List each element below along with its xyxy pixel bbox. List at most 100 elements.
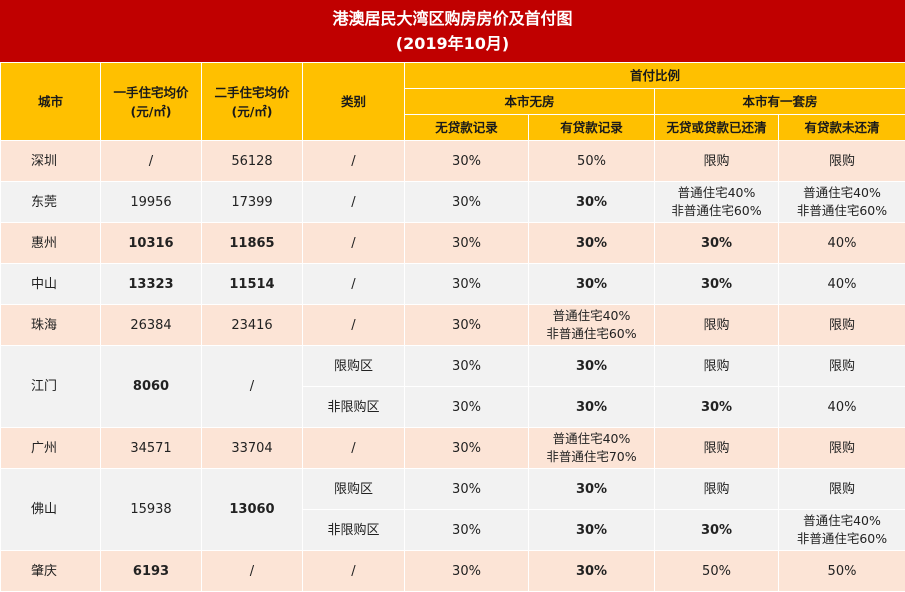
loan-unpaid-cell: 限购 xyxy=(779,428,905,469)
header-new-price: 一手住宅均价 (元/㎡) xyxy=(101,63,202,141)
table-row: 中山 13323 11514 / 30% 30% 30% 40% xyxy=(1,264,905,305)
loan-paid-cell: 普通住宅40% 非普通住宅60% xyxy=(655,182,779,223)
has-loan-cell: 50% xyxy=(529,141,655,182)
city-cell: 广州 xyxy=(1,428,101,469)
header-loan-unpaid: 有贷款未还清 xyxy=(779,115,905,141)
loan-paid-cell: 限购 xyxy=(655,428,779,469)
new-price-cell: 10316 xyxy=(101,223,202,264)
has-loan-cell: 普通住宅40% 非普通住宅60% xyxy=(529,305,655,346)
header-down-payment: 首付比例 xyxy=(405,63,905,89)
loan-paid-cell: 限购 xyxy=(655,469,779,510)
loan-paid-text: 普通住宅40% 非普通住宅60% xyxy=(671,185,761,218)
second-price-cell: / xyxy=(202,551,303,592)
loan-paid-cell: 30% xyxy=(655,223,779,264)
category-cell: 限购区 xyxy=(303,346,405,387)
category-cell: 非限购区 xyxy=(303,387,405,428)
city-cell: 东莞 xyxy=(1,182,101,223)
second-price-cell: 11865 xyxy=(202,223,303,264)
city-cell: 中山 xyxy=(1,264,101,305)
table-row: 佛山 15938 13060 限购区 30% 30% 限购 限购 xyxy=(1,469,905,510)
no-loan-cell: 30% xyxy=(405,551,529,592)
has-loan-cell: 30% xyxy=(529,182,655,223)
no-loan-cell: 30% xyxy=(405,223,529,264)
down-payment-table: 城市 一手住宅均价 (元/㎡) 二手住宅均价 (元/㎡) 类别 首付比例 本市无… xyxy=(0,62,905,592)
category-cell: / xyxy=(303,428,405,469)
no-loan-cell: 30% xyxy=(405,141,529,182)
new-price-cell: 8060 xyxy=(101,346,202,428)
has-loan-cell: 30% xyxy=(529,510,655,551)
has-loan-cell: 30% xyxy=(529,469,655,510)
loan-paid-cell: 限购 xyxy=(655,346,779,387)
loan-paid-cell: 30% xyxy=(655,387,779,428)
new-price-cell: 13323 xyxy=(101,264,202,305)
category-cell: / xyxy=(303,141,405,182)
table-row: 惠州 10316 11865 / 30% 30% 30% 40% xyxy=(1,223,905,264)
table-row: 东莞 19956 17399 / 30% 30% 普通住宅40% 非普通住宅60… xyxy=(1,182,905,223)
no-loan-cell: 30% xyxy=(405,469,529,510)
new-price-cell: 34571 xyxy=(101,428,202,469)
loan-unpaid-cell: 40% xyxy=(779,387,905,428)
header-no-loan: 无贷款记录 xyxy=(405,115,529,141)
table-row: 珠海 26384 23416 / 30% 普通住宅40% 非普通住宅60% 限购… xyxy=(1,305,905,346)
city-cell: 深圳 xyxy=(1,141,101,182)
loan-paid-cell: 30% xyxy=(655,264,779,305)
has-loan-cell: 30% xyxy=(529,387,655,428)
no-loan-cell: 30% xyxy=(405,182,529,223)
header-category: 类别 xyxy=(303,63,405,141)
header-second-price-label: 二手住宅均价 (元/㎡) xyxy=(214,85,289,119)
second-price-cell: 17399 xyxy=(202,182,303,223)
has-loan-cell: 30% xyxy=(529,264,655,305)
loan-paid-cell: 50% xyxy=(655,551,779,592)
no-loan-cell: 30% xyxy=(405,305,529,346)
city-cell: 肇庆 xyxy=(1,551,101,592)
loan-unpaid-cell: 限购 xyxy=(779,469,905,510)
new-price-cell: 26384 xyxy=(101,305,202,346)
new-price-cell: 6193 xyxy=(101,551,202,592)
loan-unpaid-cell: 50% xyxy=(779,551,905,592)
title-date: (2019年10月) xyxy=(396,31,509,56)
has-loan-cell: 普通住宅40% 非普通住宅70% xyxy=(529,428,655,469)
no-loan-cell: 30% xyxy=(405,264,529,305)
no-loan-cell: 30% xyxy=(405,510,529,551)
second-price-cell: / xyxy=(202,346,303,428)
new-price-cell: 19956 xyxy=(101,182,202,223)
table-row: 肇庆 6193 / / 30% 30% 50% 50% xyxy=(1,551,905,592)
no-loan-cell: 30% xyxy=(405,346,529,387)
category-cell: / xyxy=(303,223,405,264)
header-loan-paid: 无贷或贷款已还清 xyxy=(655,115,779,141)
category-cell: / xyxy=(303,305,405,346)
category-cell: / xyxy=(303,551,405,592)
header-new-price-label: 一手住宅均价 (元/㎡) xyxy=(113,85,188,119)
table-row: 广州 34571 33704 / 30% 普通住宅40% 非普通住宅70% 限购… xyxy=(1,428,905,469)
has-loan-cell: 30% xyxy=(529,223,655,264)
loan-paid-cell: 限购 xyxy=(655,141,779,182)
loan-unpaid-cell: 限购 xyxy=(779,141,905,182)
second-price-cell: 13060 xyxy=(202,469,303,551)
loan-unpaid-text: 普通住宅40% 非普通住宅60% xyxy=(797,513,887,546)
header-city: 城市 xyxy=(1,63,101,141)
table-row: 江门 8060 / 限购区 30% 30% 限购 限购 xyxy=(1,346,905,387)
second-price-cell: 33704 xyxy=(202,428,303,469)
second-price-cell: 56128 xyxy=(202,141,303,182)
page-title: 港澳居民大湾区购房房价及首付图 (2019年10月) xyxy=(0,0,905,62)
has-loan-cell: 30% xyxy=(529,346,655,387)
city-cell: 珠海 xyxy=(1,305,101,346)
loan-unpaid-cell: 限购 xyxy=(779,346,905,387)
loan-unpaid-cell: 40% xyxy=(779,223,905,264)
category-cell: 限购区 xyxy=(303,469,405,510)
city-cell: 佛山 xyxy=(1,469,101,551)
loan-paid-cell: 限购 xyxy=(655,305,779,346)
category-cell: / xyxy=(303,264,405,305)
category-cell: / xyxy=(303,182,405,223)
second-price-cell: 23416 xyxy=(202,305,303,346)
category-cell: 非限购区 xyxy=(303,510,405,551)
new-price-cell: / xyxy=(101,141,202,182)
has-loan-text: 普通住宅40% 非普通住宅60% xyxy=(546,308,636,341)
loan-paid-cell: 30% xyxy=(655,510,779,551)
header-no-house: 本市无房 xyxy=(405,89,655,115)
header-one-house: 本市有一套房 xyxy=(655,89,905,115)
table-row: 深圳 / 56128 / 30% 50% 限购 限购 xyxy=(1,141,905,182)
loan-unpaid-cell: 限购 xyxy=(779,305,905,346)
header-has-loan: 有贷款记录 xyxy=(529,115,655,141)
second-price-cell: 11514 xyxy=(202,264,303,305)
